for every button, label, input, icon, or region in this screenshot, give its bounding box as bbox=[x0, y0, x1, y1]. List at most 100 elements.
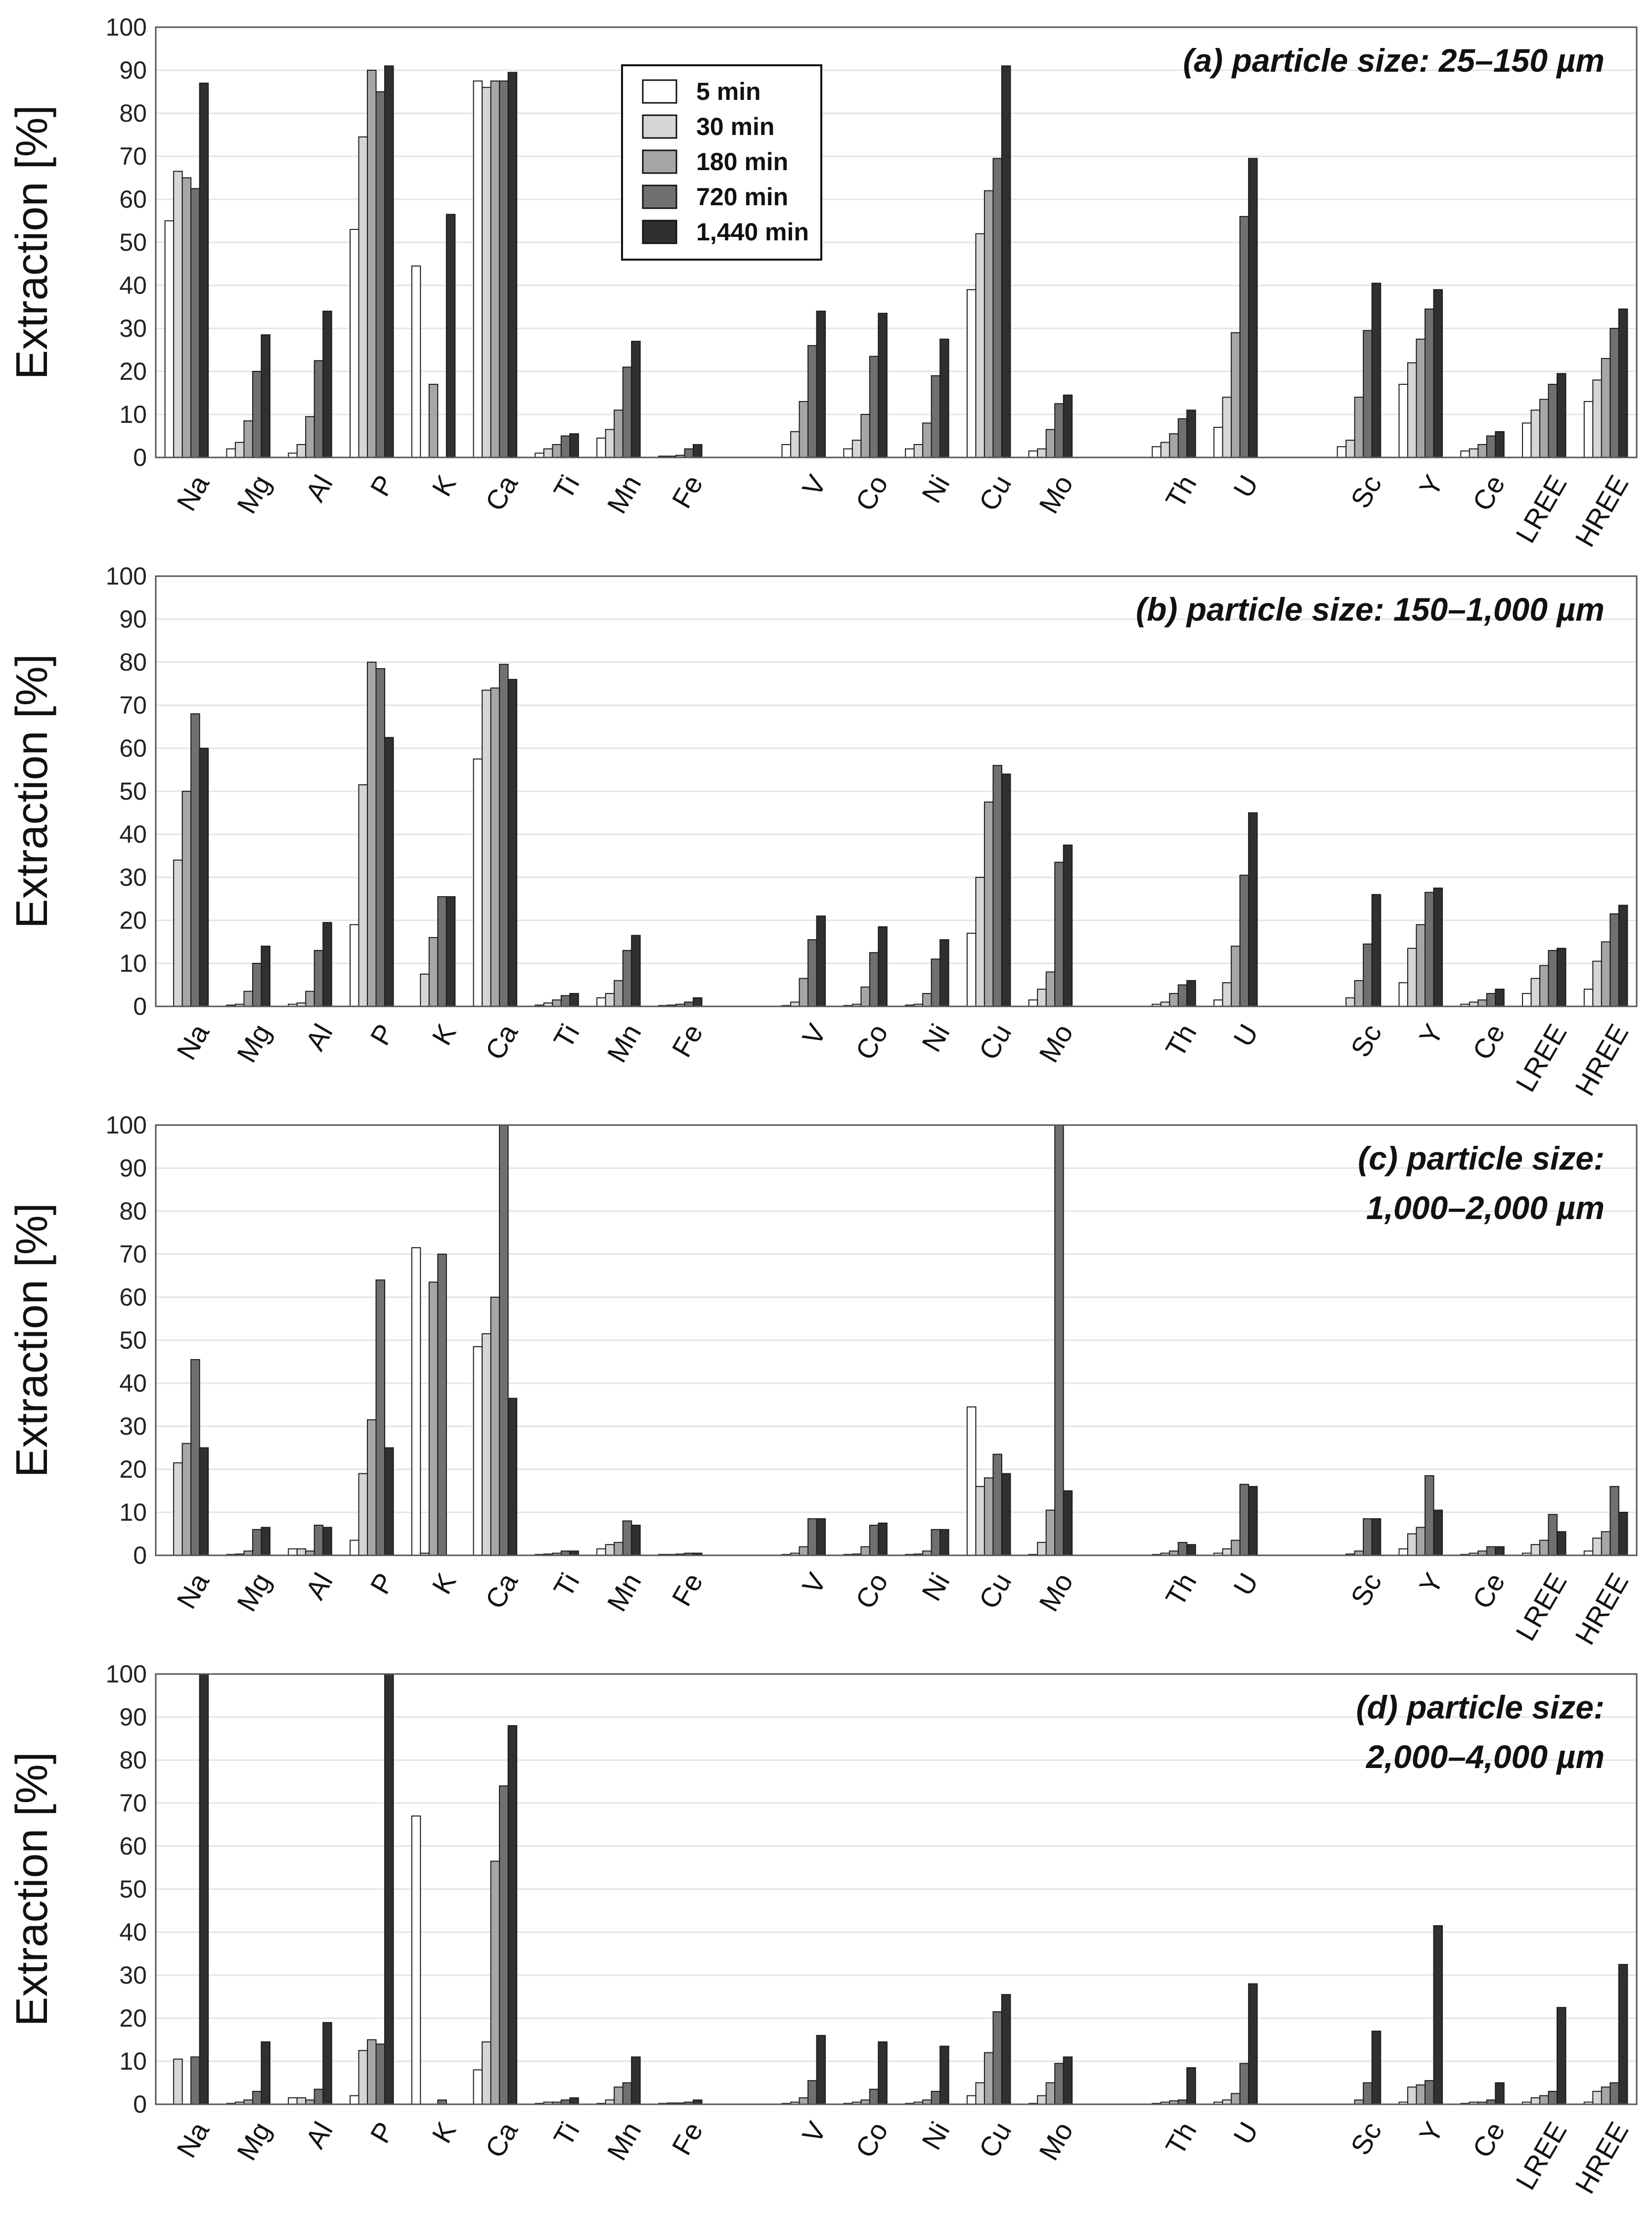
y-tick-label: 30 bbox=[119, 315, 147, 342]
bar-hree-720-min bbox=[1609, 328, 1619, 458]
x-tick-label-y: Y bbox=[1413, 1568, 1449, 1599]
bar-al-30-min bbox=[296, 444, 307, 458]
plot-frame bbox=[155, 575, 1638, 1007]
bar-k-180-min bbox=[428, 384, 439, 458]
bar-hree-1-440-min bbox=[1618, 308, 1628, 458]
x-tick-label-na: Na bbox=[171, 2116, 216, 2163]
bar-na-30-min bbox=[173, 860, 183, 1007]
bar-cu-30-min bbox=[975, 233, 985, 458]
y-tick-label: 10 bbox=[119, 401, 147, 428]
bar-ni-1-440-min bbox=[939, 939, 949, 1007]
bar-y-1-440-min bbox=[1433, 289, 1443, 458]
bar-ce-720-min bbox=[1486, 435, 1496, 458]
x-tick-label-ce: Ce bbox=[1466, 1019, 1511, 1065]
y-tick-label: 50 bbox=[119, 1326, 147, 1354]
bar-v-1-440-min bbox=[816, 1518, 826, 1556]
bar-sc-720-min bbox=[1363, 943, 1373, 1007]
y-tick-label: 0 bbox=[133, 444, 147, 471]
bar-th-5-min bbox=[1152, 446, 1161, 458]
x-tick-label-fe: Fe bbox=[666, 1568, 709, 1611]
bar-u-30-min bbox=[1222, 397, 1232, 458]
bar-cu-180-min bbox=[983, 801, 994, 1007]
bar-mg-1-440-min bbox=[261, 2041, 270, 2105]
bar-v-180-min bbox=[799, 1546, 809, 1556]
bar-mn-5-min bbox=[596, 1548, 606, 1556]
bar-ti-720-min bbox=[560, 995, 571, 1007]
y-axis-label: Extraction [%] bbox=[7, 1752, 57, 2026]
y-tick-label: 80 bbox=[119, 648, 147, 676]
bar-mg-720-min bbox=[252, 1529, 262, 1556]
bar-ti-1-440-min bbox=[569, 433, 579, 458]
x-tick-label-ti: Ti bbox=[547, 1568, 585, 1602]
legend-swatch-1-440-min bbox=[642, 220, 677, 244]
bar-lree-1-440-min bbox=[1557, 2007, 1566, 2105]
x-tick-label-fe: Fe bbox=[666, 470, 709, 513]
bar-ni-1-440-min bbox=[939, 338, 949, 458]
bar-hree-180-min bbox=[1601, 2086, 1611, 2105]
bar-mo-30-min bbox=[1037, 448, 1047, 458]
legend-swatch-180-min bbox=[642, 149, 677, 174]
bar-ca-720-min bbox=[499, 1785, 509, 2105]
bar-lree-1-440-min bbox=[1557, 373, 1566, 458]
bar-ca-1-440-min bbox=[507, 1398, 518, 1556]
y-tick-label: 90 bbox=[119, 1154, 147, 1182]
bar-mo-1-440-min bbox=[1063, 394, 1073, 458]
x-tick-label-na: Na bbox=[171, 1567, 216, 1614]
bar-mo-30-min bbox=[1037, 1541, 1047, 1556]
bar-ni-1-440-min bbox=[939, 2045, 949, 2105]
bar-th-1-440-min bbox=[1186, 2067, 1196, 2105]
bar-u-180-min bbox=[1231, 1540, 1241, 1556]
x-tick-label-hree: HREE bbox=[1569, 1568, 1634, 1650]
bar-y-1-440-min bbox=[1433, 887, 1443, 1007]
y-tick-label: 0 bbox=[133, 993, 147, 1020]
bar-co-720-min bbox=[869, 2088, 879, 2105]
y-tick-label: 100 bbox=[106, 1111, 147, 1139]
bar-v-720-min bbox=[807, 345, 817, 458]
y-axis-label: Extraction [%] bbox=[7, 1203, 57, 1477]
bar-hree-180-min bbox=[1601, 1531, 1611, 1556]
bar-th-1-440-min bbox=[1186, 409, 1196, 458]
bar-y-180-min bbox=[1416, 2084, 1426, 2105]
bar-k-720-min bbox=[437, 896, 447, 1007]
bar-al-30-min bbox=[296, 1548, 307, 1556]
x-tick-label-v: V bbox=[796, 2116, 833, 2148]
x-tick-label-y: Y bbox=[1413, 1019, 1449, 1050]
bar-mo-5-min bbox=[1028, 999, 1038, 1007]
bar-sc-5-min bbox=[1337, 446, 1347, 458]
x-tick-label-k: K bbox=[426, 1019, 462, 1050]
bar-hree-30-min bbox=[1592, 2090, 1602, 2105]
bar-u-30-min bbox=[1222, 1548, 1232, 1556]
bar-k-5-min bbox=[411, 1815, 421, 2105]
x-tick-label-mn: Mn bbox=[601, 1019, 647, 1068]
bar-lree-180-min bbox=[1539, 965, 1549, 1007]
bar-y-1-440-min bbox=[1433, 1925, 1443, 2105]
bar-mg-1-440-min bbox=[261, 334, 270, 458]
x-tick-label-mo: Mo bbox=[1033, 470, 1079, 519]
y-tick-label: 100 bbox=[106, 562, 147, 590]
bar-ca-720-min bbox=[499, 1125, 509, 1556]
bar-lree-720-min bbox=[1548, 1514, 1558, 1556]
x-tick-label-ni: Ni bbox=[916, 1019, 956, 1057]
legend-label-5-min: 5 min bbox=[696, 78, 761, 105]
bar-ni-180-min bbox=[922, 993, 932, 1007]
bar-na-180-min bbox=[181, 177, 192, 458]
bar-cu-180-min bbox=[983, 1477, 994, 1556]
bar-ca-30-min bbox=[482, 1333, 491, 1556]
bar-cu-720-min bbox=[992, 158, 1002, 458]
bar-al-1-440-min bbox=[322, 922, 332, 1007]
bar-mo-720-min bbox=[1054, 1125, 1064, 1556]
bar-v-30-min bbox=[790, 431, 800, 458]
x-tick-label-fe: Fe bbox=[666, 2117, 709, 2160]
x-tick-label-lree: LREE bbox=[1510, 1019, 1573, 1097]
x-tick-label-hree: HREE bbox=[1569, 1019, 1634, 1101]
bar-ni-30-min bbox=[913, 444, 924, 458]
x-tick-label-th: Th bbox=[1160, 2117, 1203, 2160]
bar-ce-720-min bbox=[1486, 993, 1496, 1007]
bar-ca-30-min bbox=[482, 689, 491, 1007]
bar-na-30-min bbox=[173, 2058, 183, 2105]
bar-p-5-min bbox=[350, 2095, 359, 2105]
bar-sc-720-min bbox=[1363, 330, 1373, 458]
bar-ce-1-440-min bbox=[1495, 2082, 1505, 2105]
bar-u-1-440-min bbox=[1248, 158, 1258, 458]
